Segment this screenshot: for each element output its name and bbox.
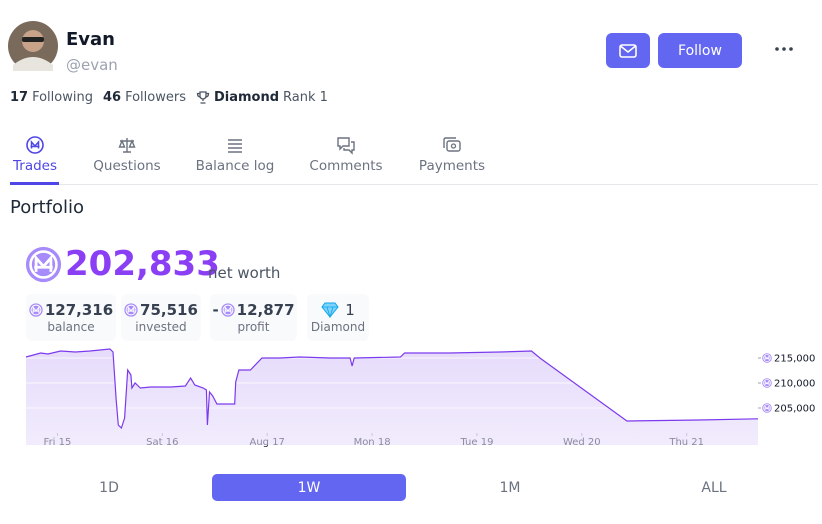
user-name: Evan (66, 29, 115, 50)
stat-label: invested (135, 320, 187, 334)
tab-icon (443, 137, 461, 152)
tab-questions[interactable]: Questions (72, 135, 182, 174)
diamond-icon (321, 302, 339, 318)
followers-label[interactable]: Followers (125, 90, 186, 105)
net-worth-label: net worth (208, 264, 281, 282)
following-count: 17 (10, 90, 29, 105)
avatar[interactable] (8, 21, 58, 71)
tab-payments[interactable]: Payments (397, 135, 507, 174)
stat-label: Diamond (310, 320, 366, 334)
following-label[interactable]: Following (32, 90, 93, 105)
active-tab-indicator (10, 182, 59, 185)
tab-comments[interactable]: Comments (291, 135, 401, 174)
mail-icon (619, 43, 637, 58)
stat-card: 75,516 invested (121, 294, 201, 341)
period-button[interactable]: 1M (499, 479, 521, 496)
y-tick-label: 205,000 (774, 404, 815, 415)
tab-balance-log[interactable]: Balance log (180, 135, 290, 174)
rank-tier: Diamond (213, 90, 280, 105)
stat-card: 1 Diamond (307, 294, 369, 341)
message-button[interactable] (606, 33, 650, 68)
tab-trades[interactable]: Trades (0, 135, 90, 174)
followers-count: 46 (102, 90, 122, 105)
trophy-icon (196, 91, 210, 104)
y-tick-label: 215,000 (774, 354, 815, 365)
stat-value: 12,877 (236, 301, 295, 319)
follow-button[interactable]: Follow (658, 33, 742, 68)
coin-icon (762, 378, 772, 388)
tab-icon (337, 137, 355, 155)
stat-value: 1 (345, 301, 355, 319)
user-handle: @evan (66, 56, 118, 74)
coin-icon (762, 353, 772, 363)
period-button[interactable]: 1W (212, 474, 406, 501)
profile-stats: 17 Following 46 Followers Diamond Rank 1 (10, 90, 328, 105)
period-button[interactable]: ALL (701, 479, 727, 496)
stat-label: profit (237, 320, 270, 334)
area-fill (26, 349, 758, 445)
tab-label: Comments (309, 158, 383, 174)
stat-value: 127,316 (44, 301, 114, 319)
tab-icon (228, 139, 242, 153)
rank: Rank 1 (283, 90, 328, 105)
stat-card: 127,316 balance (26, 294, 116, 341)
tab-label: Balance log (195, 158, 275, 174)
tab-icon (26, 136, 44, 154)
tab-label: Payments (418, 158, 486, 174)
net-worth-value: 202,833 (65, 244, 220, 284)
tab-label: Trades (13, 158, 57, 174)
period-button[interactable]: 1D (99, 479, 119, 496)
more-button[interactable] (772, 44, 796, 54)
y-tick-label: 210,000 (774, 379, 815, 390)
stat-card: -12,877 profit (210, 294, 297, 341)
coin-icon (762, 403, 772, 413)
stat-sign: - (212, 301, 219, 319)
section-title: Portfolio (10, 197, 85, 218)
stat-label: balance (47, 320, 95, 334)
tab-icon (118, 138, 136, 153)
tab-divider (10, 184, 818, 185)
area-line (25, 348, 759, 430)
stat-value: 75,516 (140, 301, 198, 319)
tab-label: Questions (93, 158, 161, 174)
